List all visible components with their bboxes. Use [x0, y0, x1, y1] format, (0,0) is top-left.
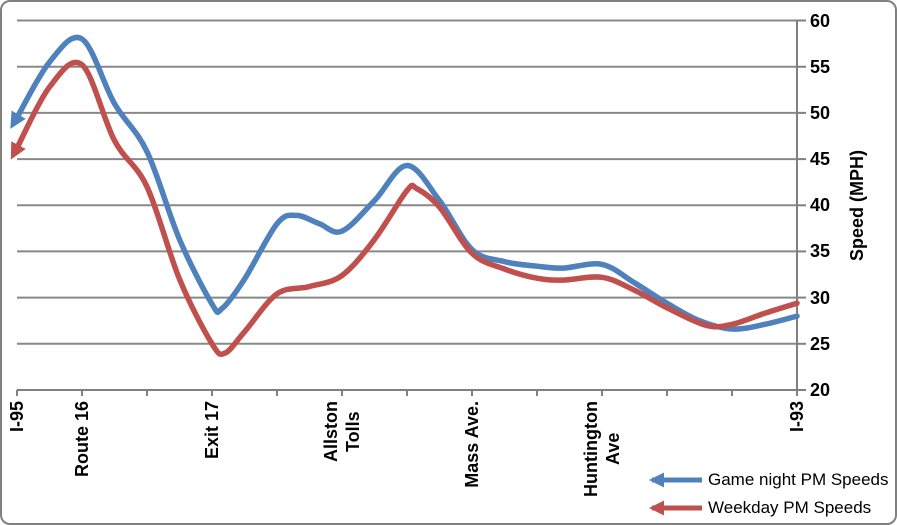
- x-tick-label: Allston Tolls: [321, 401, 363, 462]
- x-tick-label: Mass Ave.: [462, 401, 482, 488]
- y-tick-label-20: 20: [810, 380, 831, 400]
- legend-label-game-night: Game night PM Speeds: [708, 470, 889, 489]
- legend-item-weekday: Weekday PM Speeds: [632, 494, 888, 522]
- x-tick-label-wrap: Mass Ave.: [427, 401, 517, 488]
- legend-label-weekday: Weekday PM Speeds: [708, 498, 872, 517]
- legend-arrow-weekday-icon: [649, 500, 702, 516]
- y-tick-label-45: 45: [810, 149, 831, 169]
- y-axis-title-wrap: Speed (MPH): [842, 20, 872, 392]
- x-tick-label: Exit 17: [202, 401, 222, 460]
- x-tick-label: Huntington Ave: [581, 401, 623, 497]
- legend-arrow-game-night-icon: [649, 472, 702, 488]
- y-tick-label-40: 40: [810, 195, 831, 215]
- y-tick-label-25: 25: [810, 334, 831, 354]
- y-tick-label-35: 35: [810, 241, 831, 261]
- x-tick-label: Route 16: [72, 401, 92, 478]
- y-tick-label-30: 30: [810, 288, 831, 308]
- series-line-game-night: [10, 34, 800, 332]
- x-tick-label-wrap: Allston Tolls: [297, 401, 387, 462]
- x-tick-label-wrap: Exit 17: [167, 401, 257, 459]
- x-tick-label-wrap: I-93: [752, 401, 842, 432]
- y-axis-title: Speed (MPH): [846, 150, 867, 262]
- x-tick-label: I-95: [7, 401, 27, 433]
- x-tick-label-wrap: Route 16: [37, 401, 127, 477]
- x-tick-label: I-93: [787, 401, 807, 433]
- y-tick-label-60: 60: [810, 11, 831, 31]
- y-tick-label-50: 50: [810, 103, 831, 123]
- series-line-weekday: [10, 59, 800, 358]
- legend: Game night PM Speeds Weekday PM Speeds: [632, 466, 888, 522]
- y-tick-label-55: 55: [810, 57, 831, 77]
- legend-item-game-night: Game night PM Speeds: [632, 466, 888, 494]
